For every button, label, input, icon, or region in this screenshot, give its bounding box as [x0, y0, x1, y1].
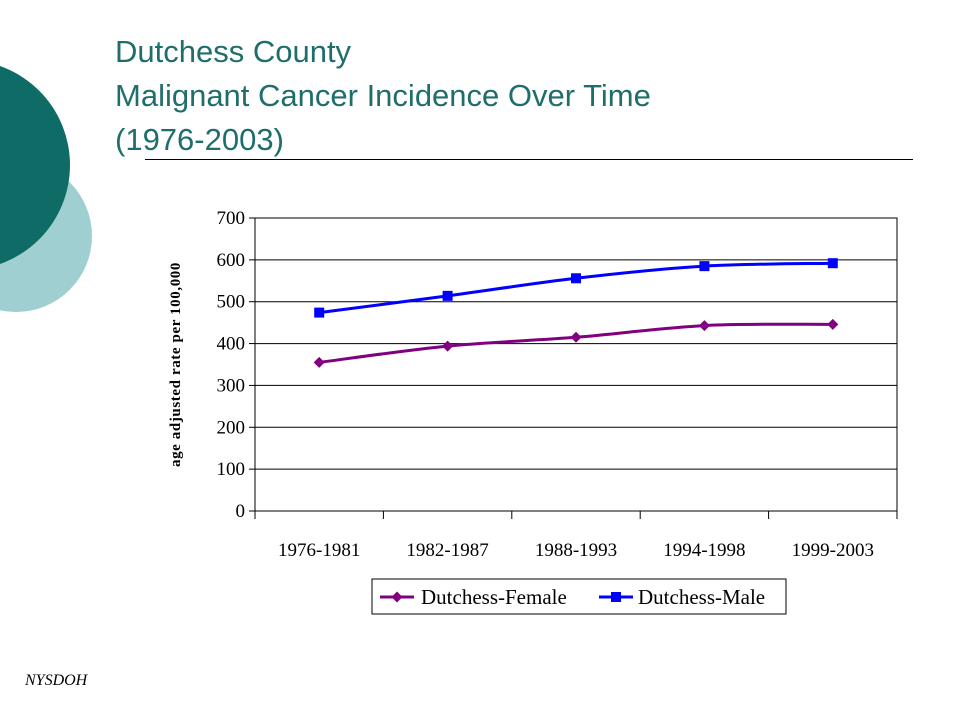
gridlines	[255, 259, 897, 470]
series	[313, 258, 839, 368]
data-point	[442, 290, 453, 301]
y-tick-label: 400	[217, 334, 246, 355]
y-tick-label: 200	[217, 417, 246, 438]
legend-label: Dutchess-Male	[638, 585, 765, 609]
data-point	[313, 356, 325, 368]
y-tick-label: 600	[217, 250, 246, 271]
y-axis-label: age adjusted rate per 100,000	[168, 262, 184, 467]
legend-box	[371, 578, 787, 615]
title-underline	[145, 159, 913, 160]
x-tick-label: 1994-1998	[663, 540, 745, 561]
legend-label: Dutchess-Female	[421, 585, 567, 609]
y-tick-label: 700	[217, 208, 246, 229]
data-point	[698, 320, 710, 332]
axes: 0 100 200 300 400 500 600 700 1976-1981 1982-1987…	[217, 208, 898, 561]
series-dutchess-female	[313, 318, 839, 368]
title-line-1: Dutchess County	[115, 34, 352, 69]
x-tick-label: 1988-1993	[535, 540, 617, 561]
plot-area	[254, 217, 898, 512]
legend-marker	[391, 591, 403, 603]
x-tick-label: 1976-1981	[278, 540, 360, 561]
data-point	[699, 261, 710, 272]
title-line-3: (1976-2003)	[115, 122, 284, 157]
data-point	[314, 307, 325, 318]
legend-marker	[611, 592, 621, 602]
series-dutchess-male	[314, 258, 838, 318]
x-tick-label: 1982-1987	[406, 540, 488, 561]
y-tick-label: 500	[217, 292, 246, 313]
data-point	[827, 318, 839, 330]
data-point	[827, 258, 838, 269]
data-point	[570, 331, 582, 343]
data-point	[571, 273, 581, 284]
y-tick-label: 300	[217, 375, 246, 396]
title-line-2: Malignant Cancer Incidence Over Time	[115, 78, 651, 113]
legend: Dutchess-Female Dutchess-Male	[371, 578, 787, 615]
y-tick-label: 0	[236, 501, 246, 522]
data-point	[442, 340, 454, 352]
footer-source: NYSDOH	[25, 672, 88, 689]
y-tick-label: 100	[217, 459, 246, 480]
slide-title: Dutchess County Malignant Cancer Inciden…	[115, 30, 915, 162]
x-tick-label: 1999-2003	[792, 540, 874, 561]
series-line	[319, 261, 833, 315]
dark-teal-circle	[0, 66, 70, 264]
